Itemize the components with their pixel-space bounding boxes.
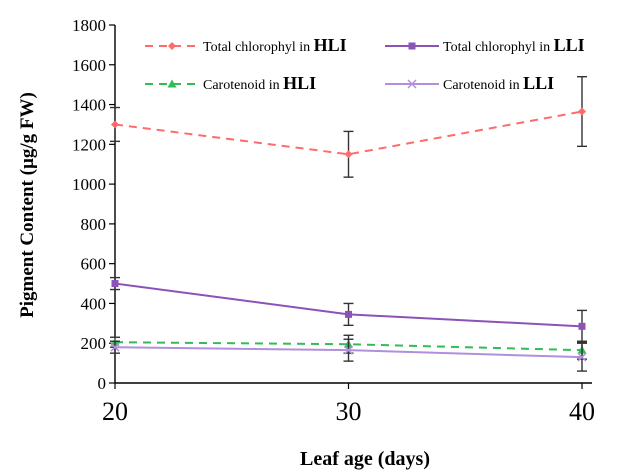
x-tick-label: 20 xyxy=(102,397,128,426)
series-4 xyxy=(110,338,587,372)
x-tick-label: 40 xyxy=(569,397,595,426)
x-marker xyxy=(110,342,120,352)
diamond-marker xyxy=(168,42,176,50)
y-tick-label: 600 xyxy=(81,255,107,274)
x-marker xyxy=(577,352,587,362)
legend-label: Carotenoid in HLI xyxy=(203,73,316,93)
triangle-marker xyxy=(167,79,177,88)
y-tick-label: 1200 xyxy=(72,135,106,154)
diamond-marker xyxy=(344,150,353,159)
legend-item-3: Carotenoid in HLI xyxy=(145,73,316,93)
y-tick-label: 800 xyxy=(81,215,107,234)
legend: Total chlorophyl in HLI Total chlorophyl … xyxy=(145,35,585,93)
axes: 0 200 400 600 800 1000 1200 1400 1600 1800 20 30 40 xyxy=(72,16,595,426)
legend-label: Carotenoid in LLI xyxy=(443,73,554,93)
y-tick-label: 200 xyxy=(81,334,107,353)
legend-item-4: Carotenoid in LLI xyxy=(385,73,554,93)
legend-label: Total chlorophyl in LLI xyxy=(443,35,585,55)
legend-item-2: Total chlorophyl in LLI xyxy=(385,35,585,55)
diamond-marker xyxy=(578,107,586,116)
legend-item-1: Total chlorophyl in HLI xyxy=(145,35,347,55)
x-marker xyxy=(343,345,354,355)
series-1 xyxy=(110,76,587,178)
x-marker-stroke xyxy=(110,342,120,352)
y-axis-title: Pigment Content (µg/g FW) xyxy=(17,92,38,318)
y-tick-label: 1400 xyxy=(72,96,106,115)
y-tick-label: 1000 xyxy=(72,175,106,194)
square-marker xyxy=(345,310,352,318)
series-2 xyxy=(110,276,587,343)
y-tick-label: 400 xyxy=(81,294,107,313)
square-marker xyxy=(578,322,586,330)
y-tick-label: 0 xyxy=(98,374,107,393)
series-line xyxy=(114,110,583,156)
square-marker xyxy=(408,42,416,50)
x-tick-label: 30 xyxy=(336,397,362,426)
x-axis-title: Leaf age (days) xyxy=(300,448,430,470)
diamond-marker xyxy=(111,120,119,129)
series-line xyxy=(114,341,583,352)
x-marker-stroke xyxy=(407,79,417,89)
series-layer xyxy=(110,76,587,372)
x-marker-stroke xyxy=(577,352,587,362)
y-tick-label: 1600 xyxy=(72,56,106,75)
square-marker xyxy=(111,280,119,288)
legend-label: Total chlorophyl in HLI xyxy=(203,35,347,55)
x-marker xyxy=(407,79,417,89)
y-tick-label: 1800 xyxy=(72,16,106,35)
x-marker-stroke xyxy=(343,345,354,355)
